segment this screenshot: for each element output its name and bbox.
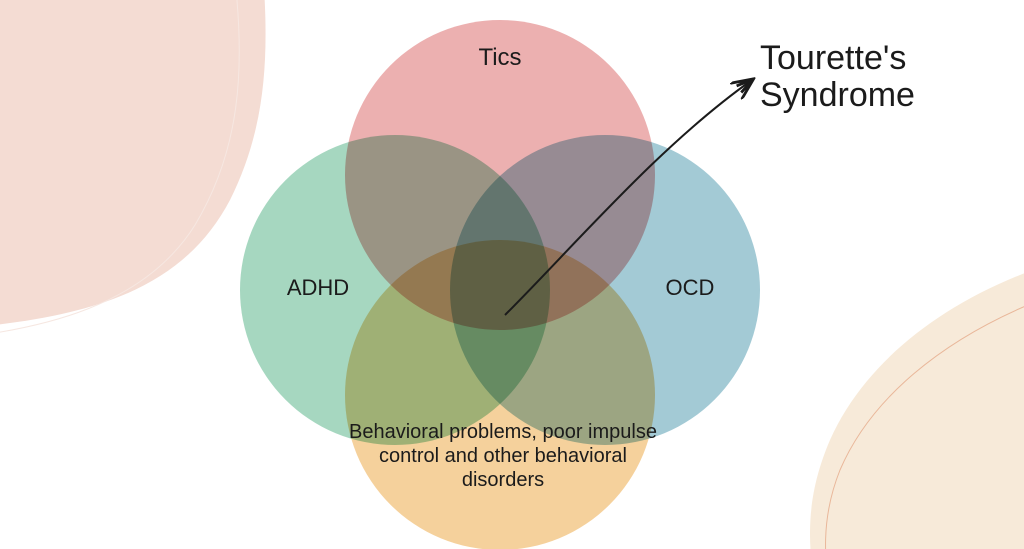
blob-top-left [0,0,266,330]
blob-bottom-right-stroke [826,300,1024,549]
label-tics: Tics [440,44,560,72]
callout-title-line2: Syndrome [760,76,915,114]
label-adhd: ADHD [258,275,378,300]
label-behavioral: Behavioral problems, poor impulse contro… [348,420,658,492]
callout-title: Tourette's Syndrome [760,40,1020,115]
blob-top-left-stroke [0,0,239,340]
diagram-stage: Tics ADHD OCD Behavioral problems, poor … [0,0,1024,549]
label-ocd: OCD [640,275,740,300]
blob-bottom-right [810,250,1024,549]
venn-circle-behavioral [345,240,655,549]
callout-title-line1: Tourette's [760,39,906,77]
